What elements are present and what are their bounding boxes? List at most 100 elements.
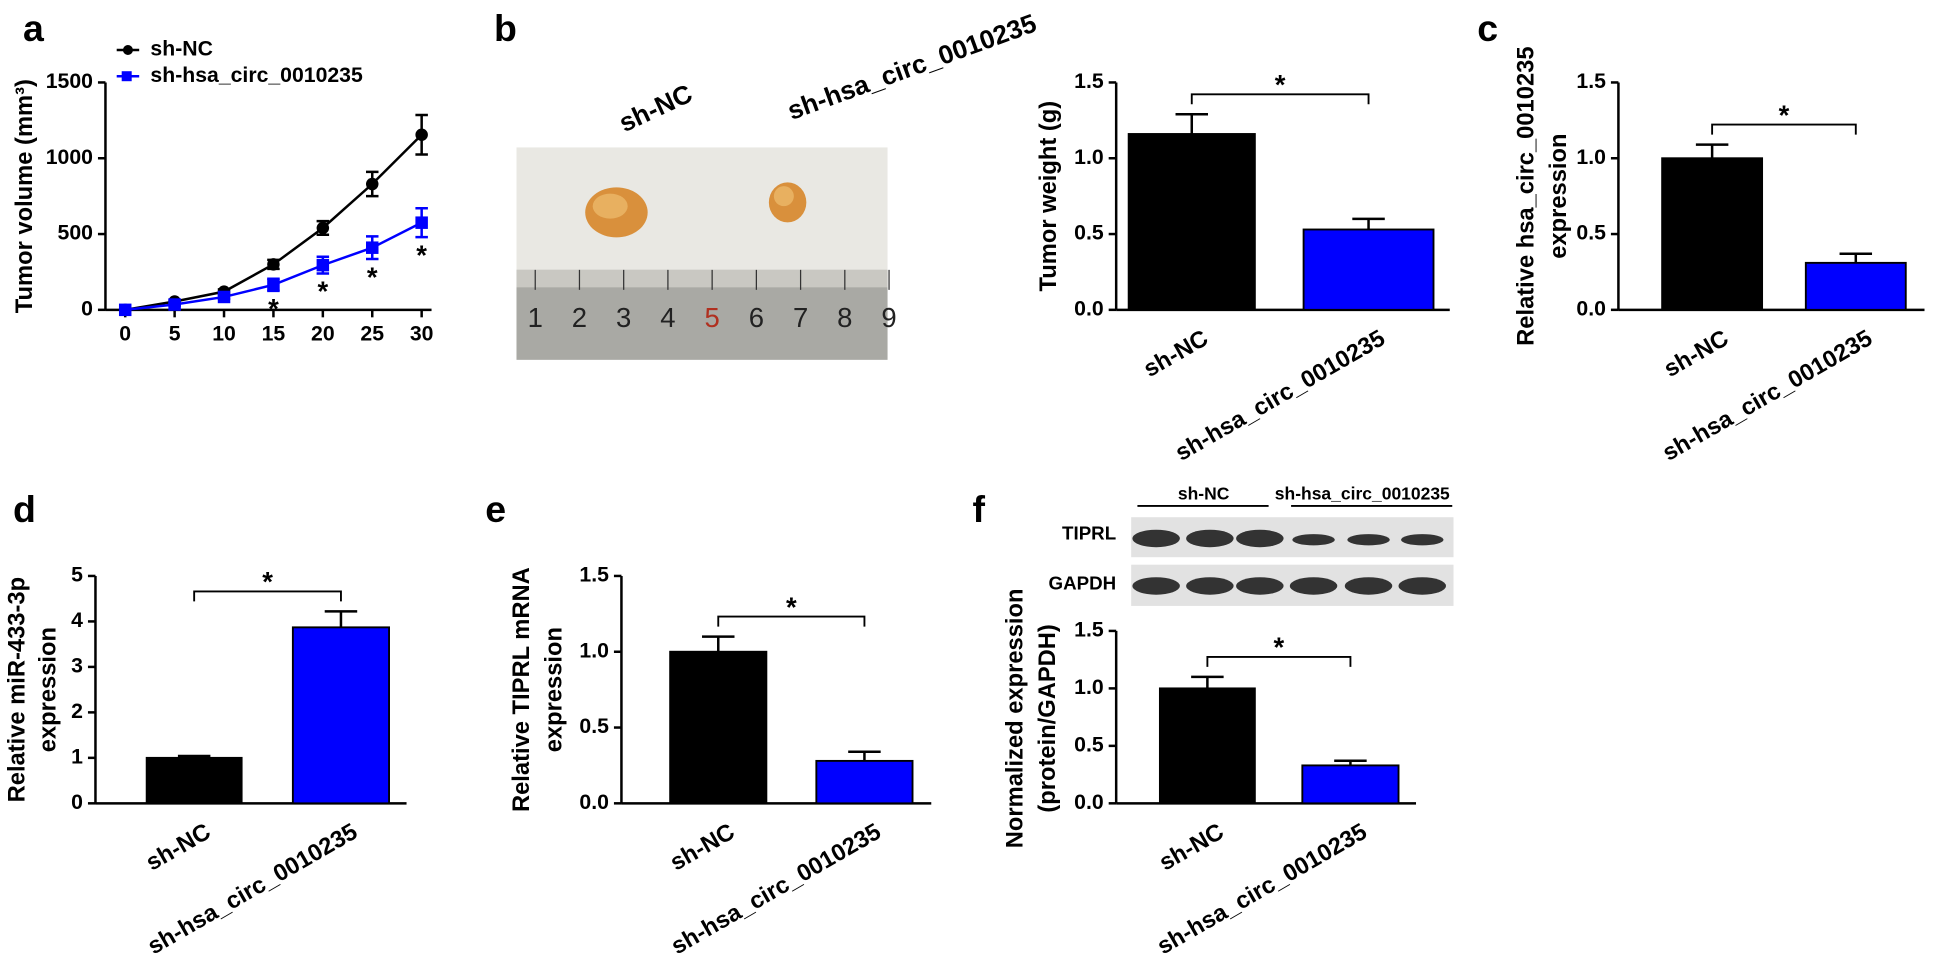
legend-label: sh-hsa_circ_0010235	[150, 64, 363, 87]
point	[316, 221, 330, 235]
bar	[291, 626, 390, 805]
point	[415, 216, 428, 229]
blot-group-label: sh-hsa_circ_0010235	[1275, 483, 1450, 503]
legend-marker	[122, 44, 133, 55]
y-tick-label: 0	[81, 297, 93, 320]
blot-strip	[1131, 517, 1454, 558]
y-axis-label: Normalized expression	[1002, 589, 1028, 849]
y-tick-label: 1.5	[1074, 70, 1104, 93]
panel-letter: d	[13, 488, 36, 530]
bar	[1158, 687, 1256, 805]
significance-mark: *	[317, 276, 328, 307]
x-tick-label: sh-NC	[1139, 325, 1212, 382]
bar	[1804, 261, 1907, 311]
error-bar	[1191, 675, 1224, 689]
band	[1347, 534, 1390, 546]
band	[1401, 534, 1444, 546]
ruler-edge	[516, 269, 888, 288]
y-axis-label: Relative TIPRL mRNA	[509, 567, 535, 812]
significance-mark: *	[367, 261, 378, 292]
significance-bracket	[193, 590, 342, 602]
bar	[669, 650, 768, 805]
y-tick-label: 1.5	[579, 564, 609, 587]
y-tick-label: 500	[58, 222, 93, 245]
significance-mark: *	[268, 293, 279, 324]
band	[1186, 577, 1234, 595]
significance-mark: *	[416, 239, 427, 270]
band	[1132, 529, 1180, 548]
tumor-highlight	[592, 193, 628, 219]
panel-letter: a	[23, 7, 45, 49]
photo-label: sh-hsa_circ_0010235	[783, 8, 1040, 126]
x-tick-label: 30	[410, 322, 434, 345]
legend-marker	[121, 71, 132, 82]
ruler-label: 8	[837, 302, 852, 333]
significance-bracket	[1711, 123, 1857, 135]
blot-row-label: TIPRL	[1062, 523, 1116, 544]
y-tick-label: 0.0	[1576, 297, 1606, 320]
tumor-highlight	[773, 186, 794, 207]
error-bar	[1695, 143, 1729, 159]
blot-row-label: GAPDH	[1049, 573, 1117, 594]
bar	[1302, 228, 1435, 311]
y-tick-label: 0.0	[579, 791, 609, 814]
y-axis-label: Relative miR-433-3p	[4, 577, 30, 802]
point	[168, 298, 181, 311]
x-tick-label: sh-NC	[666, 819, 739, 876]
bar	[145, 756, 243, 805]
y-tick-label: 4	[71, 609, 83, 632]
y-axis-label: expression	[541, 627, 567, 752]
x-tick-label: 20	[311, 322, 335, 345]
band	[1398, 577, 1447, 595]
x-tick-label: sh-NC	[1660, 325, 1733, 382]
significance-bracket	[1206, 655, 1352, 667]
y-axis-label: Tumor weight (g)	[1036, 101, 1062, 292]
bar	[1301, 764, 1400, 805]
y-axis-label: expression	[35, 627, 61, 752]
point	[366, 241, 379, 254]
ruler-label: 9	[881, 302, 896, 333]
y-tick-label: 1000	[46, 146, 93, 169]
x-tick-label: 5	[169, 322, 181, 345]
error-bar	[1175, 113, 1209, 134]
ruler-label: 6	[749, 302, 764, 333]
y-tick-label: 1.0	[1074, 676, 1103, 699]
significance-bracket	[717, 615, 866, 627]
band	[1344, 577, 1393, 595]
y-tick-label: 5	[71, 564, 83, 587]
band	[1292, 534, 1335, 546]
error-bar	[848, 750, 881, 761]
ruler-label: 2	[572, 302, 587, 333]
x-tick-label: sh-NC	[1155, 819, 1228, 876]
panel-letter: f	[973, 488, 986, 530]
panel-letter: b	[494, 7, 517, 49]
x-tick-label: 10	[212, 322, 236, 345]
band	[1236, 577, 1284, 595]
point	[118, 303, 132, 317]
error-bar	[702, 635, 735, 652]
legend-label: sh-NC	[150, 38, 212, 61]
y-tick-label: 0.5	[1576, 222, 1606, 245]
x-tick-label: 15	[262, 322, 286, 345]
western-blot: sh-NC sh-hsa_circ_0010235 TIPRL GAPDH	[1049, 483, 1454, 606]
error-bar	[324, 610, 358, 628]
y-tick-label: 1500	[46, 70, 93, 93]
x-tick-label: sh-NC	[142, 819, 215, 876]
y-axis-label: expression	[1546, 134, 1572, 259]
ruler-label: 7	[793, 302, 808, 333]
band	[1289, 577, 1338, 595]
x-tick-label: 0	[119, 322, 131, 345]
y-tick-label: 1.0	[1576, 146, 1606, 169]
y-tick-label: 0.5	[1074, 222, 1104, 245]
y-tick-label: 0.0	[1074, 791, 1103, 814]
significance-bracket	[1190, 93, 1370, 105]
y-tick-label: 1.5	[1576, 70, 1606, 93]
point	[316, 258, 330, 272]
y-tick-label: 0.5	[579, 715, 609, 738]
y-tick-label: 0.0	[1074, 297, 1103, 320]
y-tick-label: 2	[71, 700, 83, 723]
point	[217, 290, 231, 304]
significance-mark: *	[1274, 632, 1285, 663]
y-axis-label: Tumor volume (mm³)	[12, 79, 38, 313]
